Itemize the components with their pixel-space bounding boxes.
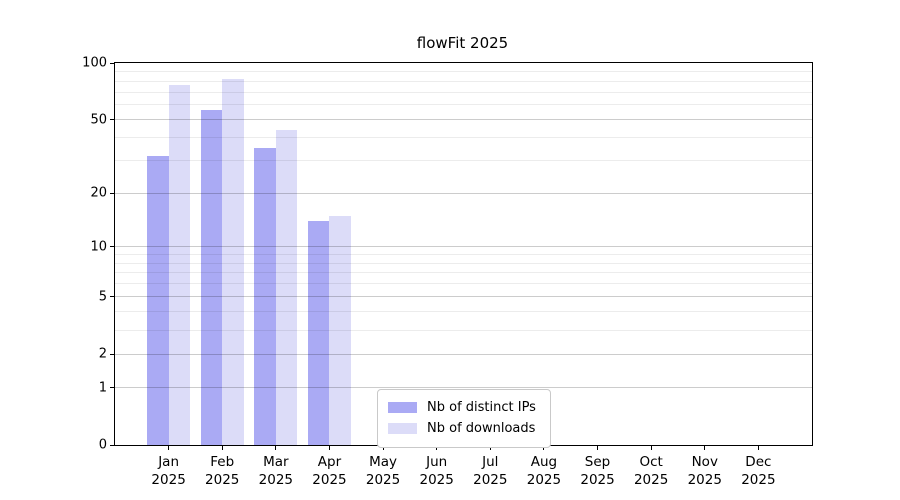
y-axis-tick-20 bbox=[110, 192, 114, 194]
month-label: May bbox=[369, 454, 398, 470]
y-axis-tick-label-20: 20 bbox=[90, 185, 107, 201]
year-label: 2025 bbox=[419, 471, 454, 488]
year-label: 2025 bbox=[473, 471, 508, 488]
y-axis-tick-2 bbox=[110, 353, 114, 355]
x-axis-tick-label-oct: Oct 2025 bbox=[634, 454, 668, 490]
x-axis-tick-sep bbox=[597, 446, 599, 450]
x-axis-tick-label-aug: Aug 2025 bbox=[527, 454, 561, 490]
month-label: Sep bbox=[584, 454, 611, 470]
x-axis-tick-label-jun: Jun 2025 bbox=[420, 454, 454, 490]
legend: Nb of distinct IPs Nb of downloads bbox=[377, 389, 551, 448]
y-axis-tick-label-100: 100 bbox=[82, 55, 107, 71]
x-axis-tick-label-mar: Mar 2025 bbox=[259, 454, 293, 490]
y-axis-tick-0 bbox=[110, 444, 114, 446]
month-label: Oct bbox=[639, 454, 663, 470]
bar-downloads-mar bbox=[275, 129, 298, 445]
x-axis-tick-may bbox=[382, 446, 384, 450]
gridline-minor-70 bbox=[115, 91, 812, 93]
x-axis-tick-label-feb: Feb 2025 bbox=[205, 454, 239, 490]
gridline-minor-60 bbox=[115, 104, 812, 106]
x-axis-tick-jun bbox=[436, 446, 438, 450]
gridline-minor-90 bbox=[115, 71, 812, 73]
legend-row-downloads: Nb of downloads bbox=[388, 418, 540, 439]
legend-row-distinct-ips: Nb of distinct IPs bbox=[388, 397, 540, 418]
legend-swatch-downloads bbox=[388, 423, 417, 434]
bar-distinct-ips-jan bbox=[147, 155, 169, 445]
y-axis-tick-label-50: 50 bbox=[90, 112, 107, 128]
month-label: Dec bbox=[745, 454, 772, 470]
y-axis-tick-5 bbox=[110, 296, 114, 298]
x-axis-tick-label-apr: Apr 2025 bbox=[312, 454, 346, 490]
x-axis-tick-oct bbox=[650, 446, 652, 450]
y-axis-tick-50 bbox=[110, 119, 114, 121]
x-axis-tick-label-dec: Dec 2025 bbox=[741, 454, 775, 490]
y-axis-tick-label-1: 1 bbox=[98, 380, 107, 396]
gridline-minor-80 bbox=[115, 80, 812, 82]
x-axis-tick-dec bbox=[757, 446, 759, 450]
plot-area: 0 1 2 5 10 20 50 100 Jan 2025 Feb 2025 Mar 2025 Apr 202… bbox=[82, 57, 813, 488]
year-label: 2025 bbox=[580, 471, 615, 488]
x-axis-tick-label-jul: Jul 2025 bbox=[473, 454, 507, 490]
bar-distinct-ips-feb bbox=[200, 110, 223, 445]
y-axis-tick-10 bbox=[110, 246, 114, 248]
bar-downloads-apr bbox=[329, 215, 351, 445]
legend-label-distinct-ips: Nb of distinct IPs bbox=[427, 400, 536, 415]
year-label: 2025 bbox=[312, 471, 347, 488]
x-axis-tick-feb bbox=[221, 446, 223, 450]
year-label: 2025 bbox=[258, 471, 294, 488]
y-axis-tick-100 bbox=[110, 62, 114, 64]
year-label: 2025 bbox=[205, 471, 240, 488]
x-axis-tick-label-jan: Jan 2025 bbox=[151, 454, 185, 490]
bar-downloads-jan bbox=[168, 85, 191, 445]
x-axis-tick-mar bbox=[275, 446, 277, 450]
month-label: Apr bbox=[317, 454, 342, 470]
year-label: 2025 bbox=[365, 471, 401, 488]
chart-title: flowFit 2025 bbox=[416, 34, 509, 52]
year-label: 2025 bbox=[633, 471, 669, 488]
x-axis-tick-jan bbox=[168, 446, 170, 450]
x-axis-tick-apr bbox=[328, 446, 330, 450]
bar-downloads-feb bbox=[222, 79, 244, 445]
year-label: 2025 bbox=[687, 471, 722, 488]
legend-label-downloads: Nb of downloads bbox=[427, 421, 536, 436]
year-label: 2025 bbox=[151, 471, 186, 488]
x-axis-tick-nov bbox=[704, 446, 706, 450]
month-label: Nov bbox=[691, 454, 718, 470]
y-axis-tick-label-2: 2 bbox=[98, 346, 107, 362]
y-axis-tick-label-5: 5 bbox=[98, 289, 107, 305]
y-axis-tick-label-10: 10 bbox=[90, 239, 107, 255]
month-label: Jun bbox=[426, 454, 448, 470]
month-label: Feb bbox=[210, 454, 235, 470]
year-label: 2025 bbox=[526, 471, 562, 488]
month-label: Mar bbox=[263, 454, 289, 470]
x-axis-tick-aug bbox=[543, 446, 545, 450]
bar-distinct-ips-mar bbox=[254, 148, 276, 445]
month-label: Jul bbox=[482, 454, 499, 470]
x-axis-tick-label-sep: Sep 2025 bbox=[580, 454, 614, 490]
legend-swatch-distinct-ips bbox=[388, 402, 417, 413]
x-axis-tick-label-nov: Nov 2025 bbox=[688, 454, 722, 490]
x-axis-tick-label-may: May 2025 bbox=[366, 454, 400, 490]
year-label: 2025 bbox=[741, 471, 776, 488]
month-label: Jan bbox=[158, 454, 180, 470]
y-axis-tick-label-0: 0 bbox=[98, 437, 107, 453]
bar-distinct-ips-apr bbox=[308, 220, 330, 445]
month-label: Aug bbox=[530, 454, 558, 470]
y-axis-tick-1 bbox=[110, 387, 114, 389]
x-axis-tick-jul bbox=[489, 446, 491, 450]
